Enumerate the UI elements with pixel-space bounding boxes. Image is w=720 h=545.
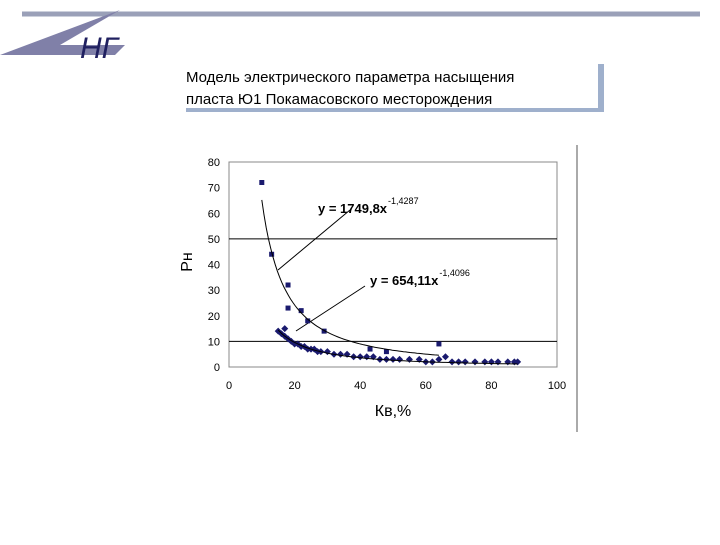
point: [356, 353, 364, 361]
point: [455, 358, 463, 366]
point: [383, 349, 389, 355]
y-tick-label: 20: [208, 311, 220, 323]
point: [285, 305, 291, 311]
point: [363, 353, 371, 361]
trend-exponent: -1,4096: [439, 268, 470, 278]
x-tick-label: 40: [354, 380, 366, 392]
x-tick-label: 20: [288, 380, 300, 392]
y-tick-label: 50: [208, 234, 220, 246]
point: [259, 180, 265, 185]
x-tick-label: 80: [485, 380, 497, 392]
y-tick-label: 10: [208, 336, 220, 348]
logo-shape: [0, 10, 125, 55]
y-axis-label: Рн: [179, 252, 196, 272]
annotation-arrow: [295, 285, 366, 332]
point: [337, 350, 345, 358]
logo-text: НГ: [80, 32, 121, 65]
x-tick-label: 100: [548, 380, 566, 392]
trend-equation: y = 654,11x: [370, 273, 439, 288]
point: [396, 355, 404, 363]
point: [382, 355, 390, 363]
trendline: [261, 199, 439, 356]
point: [494, 358, 502, 366]
plot-area: [228, 161, 558, 368]
y-tick-label: 70: [208, 183, 220, 195]
point: [281, 325, 289, 333]
point: [441, 353, 449, 361]
y-tick-label: 60: [208, 208, 220, 220]
point: [487, 358, 495, 366]
trend-exponent: -1,4287: [388, 196, 419, 206]
point: [367, 346, 373, 352]
point: [471, 358, 479, 366]
x-tick-label: 0: [226, 380, 232, 392]
point: [436, 341, 442, 347]
point: [269, 251, 275, 257]
x-tick-label: 60: [420, 380, 432, 392]
point: [435, 355, 443, 363]
title-line: пласта Ю1 Покамасовского месторождения: [186, 91, 492, 108]
annotation-arrow: [277, 209, 351, 271]
point: [321, 328, 327, 334]
point: [481, 358, 489, 366]
trend-equation: y = 1749,8x: [318, 201, 388, 216]
title-box: [180, 60, 598, 108]
point: [285, 282, 291, 288]
point: [461, 358, 469, 366]
point: [305, 318, 311, 324]
y-tick-label: 0: [214, 362, 220, 374]
point: [298, 308, 304, 314]
x-axis-label: Кв,%: [375, 403, 412, 420]
y-tick-label: 40: [208, 260, 220, 272]
point: [389, 355, 397, 363]
y-tick-label: 80: [208, 157, 220, 169]
trendline: [277, 329, 518, 365]
point: [448, 358, 456, 366]
title-line: Модель электрического параметра насыщени…: [186, 69, 514, 86]
y-tick-label: 30: [208, 285, 220, 297]
point: [405, 355, 413, 363]
